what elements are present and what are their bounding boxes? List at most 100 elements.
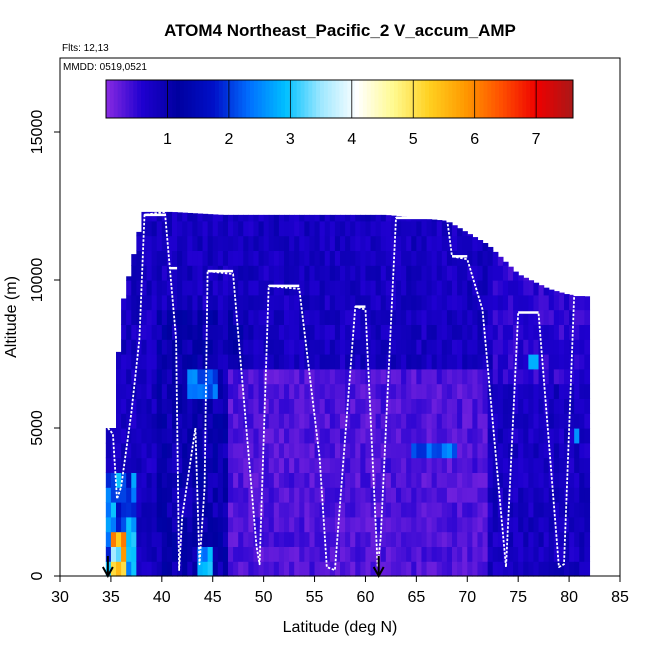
heatmap-cell <box>289 324 295 340</box>
heatmap-cell <box>253 354 260 370</box>
heatmap-cell <box>258 294 265 311</box>
heatmap-cell <box>243 546 249 562</box>
heatmap-cell <box>141 280 148 296</box>
heatmap-cell <box>202 398 209 414</box>
heatmap-cell <box>217 280 224 296</box>
heatmap-cell <box>156 546 163 562</box>
heatmap-cell <box>334 368 341 385</box>
heatmap-cell <box>543 398 550 414</box>
heatmap-cell <box>523 368 529 385</box>
heatmap-cell <box>548 413 555 429</box>
heatmap-cell <box>416 339 423 355</box>
heatmap-cell <box>121 442 127 459</box>
heatmap-cell <box>238 250 244 266</box>
heatmap-cell <box>482 502 489 518</box>
heatmap-cell <box>375 220 382 237</box>
colorbar-swatch <box>176 80 181 118</box>
heatmap-cell <box>350 214 356 222</box>
heatmap-cell <box>187 457 193 473</box>
heatmap-cell <box>508 309 514 325</box>
heatmap-cell <box>187 339 193 355</box>
heatmap-cell <box>579 546 585 562</box>
heatmap-cell <box>207 220 214 237</box>
heatmap-cell <box>329 413 336 429</box>
heatmap-cell <box>166 324 173 340</box>
heatmap-cell <box>416 280 423 296</box>
heatmap-cell <box>263 235 270 251</box>
heatmap-cell <box>263 516 270 533</box>
heatmap-cell <box>161 472 168 488</box>
heatmap-cell <box>406 220 412 237</box>
heatmap-cell <box>553 413 560 429</box>
heatmap-cell <box>345 339 351 355</box>
heatmap-cell <box>202 487 209 503</box>
heatmap-cell <box>131 561 137 577</box>
heatmap-cell <box>156 368 163 385</box>
heatmap-cell <box>370 220 377 237</box>
heatmap-cell <box>411 368 417 385</box>
heatmap-cell <box>197 502 204 518</box>
heatmap-cell <box>411 217 417 222</box>
heatmap-cell <box>166 211 173 222</box>
heatmap-cell <box>497 472 504 488</box>
heatmap-cell <box>294 339 300 355</box>
colorbar-swatch <box>327 80 333 118</box>
heatmap-cell <box>492 531 499 547</box>
heatmap-cell <box>502 472 509 488</box>
heatmap-cell <box>457 354 463 370</box>
heatmap-cell <box>370 561 377 577</box>
heatmap-cell <box>574 413 580 429</box>
heatmap-cell <box>151 265 158 281</box>
colorbar-swatch <box>460 80 465 118</box>
colorbar-swatch <box>121 80 126 118</box>
heatmap-cell <box>548 487 555 503</box>
heatmap-cell <box>207 235 214 251</box>
heatmap-cell <box>421 265 428 281</box>
heatmap-cell <box>416 561 423 577</box>
heatmap-cell <box>258 472 265 488</box>
heatmap-cell <box>452 531 458 547</box>
heatmap-cell <box>446 546 453 562</box>
heatmap-cell <box>151 531 158 547</box>
heatmap-cell <box>233 457 239 473</box>
heatmap-cell <box>375 428 382 444</box>
heatmap-cell <box>467 324 473 340</box>
heatmap-cell <box>401 546 407 562</box>
heatmap-cell <box>304 294 311 311</box>
heatmap-cell <box>584 413 591 429</box>
heatmap-cell <box>212 294 219 311</box>
heatmap-cell <box>187 428 193 444</box>
heatmap-cell <box>553 546 560 562</box>
heatmap-cell <box>436 413 443 429</box>
heatmap-cell <box>156 516 163 533</box>
heatmap-cell <box>278 220 285 237</box>
heatmap-cell <box>233 383 239 399</box>
heatmap-cell <box>238 265 244 281</box>
heatmap-cell <box>156 324 163 340</box>
heatmap-cell <box>131 502 137 518</box>
heatmap-cell <box>217 383 224 399</box>
heatmap-cell <box>538 442 545 459</box>
heatmap-cell <box>116 383 122 399</box>
heatmap-cell <box>278 368 285 385</box>
heatmap-cell <box>156 211 163 222</box>
heatmap-cell <box>518 354 524 370</box>
heatmap-cell <box>217 398 224 414</box>
heatmap-cell <box>431 561 438 577</box>
heatmap-cell <box>350 368 356 385</box>
heatmap-cell <box>345 502 351 518</box>
heatmap-cell <box>243 309 249 325</box>
heatmap-cell <box>238 546 244 562</box>
heatmap-cell <box>278 324 285 340</box>
heatmap-cell <box>360 561 367 577</box>
heatmap-cell <box>192 265 199 281</box>
heatmap-cell <box>416 442 423 459</box>
heatmap-cell <box>273 324 280 340</box>
heatmap-cell <box>141 442 148 459</box>
heatmap-cell <box>131 280 137 296</box>
colorbar-swatch <box>168 80 173 118</box>
heatmap-cell <box>192 324 199 340</box>
heatmap-cell <box>151 339 158 355</box>
heatmap-cell <box>482 243 489 251</box>
x-tick-label: 75 <box>509 589 527 606</box>
